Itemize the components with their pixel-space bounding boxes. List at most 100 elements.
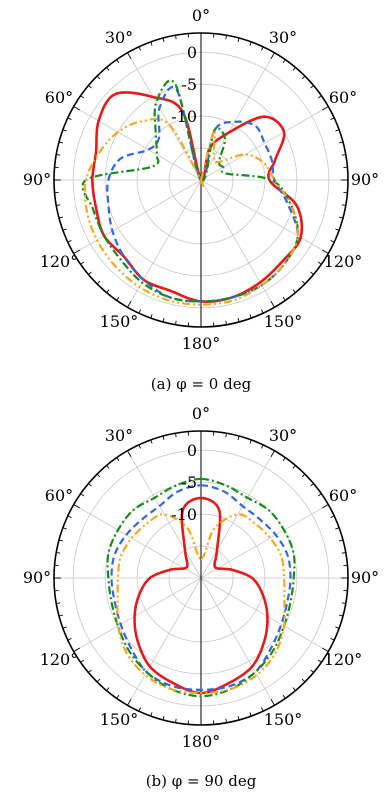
angle-tick-mark (237, 37, 240, 42)
angle-tick-mark (58, 539, 63, 542)
angle-tick-mark (138, 309, 141, 314)
angle-tick-mark (341, 154, 346, 156)
angle-tick-mark (150, 439, 153, 444)
angle-tick-mark (270, 52, 275, 59)
angle-tick-mark (106, 67, 110, 71)
angle-tick-mark (62, 527, 67, 530)
angle-tick-label: 0° (192, 404, 210, 423)
angle-tick-mark (310, 85, 314, 89)
angular-grid-line (73, 577, 202, 652)
angle-tick-mark (292, 465, 296, 469)
angle-tick-mark (67, 117, 72, 120)
angle-tick-label: 90° (23, 568, 51, 587)
angle-tick-mark (56, 154, 61, 156)
angle-tick-mark (162, 716, 165, 721)
angle-tick-mark (335, 626, 340, 629)
angle-tick-mark (310, 271, 314, 275)
angle-tick-mark (88, 85, 92, 89)
angle-tick-mark (62, 228, 67, 231)
angular-grid-line (200, 577, 275, 706)
angle-tick-mark (106, 465, 110, 469)
angle-tick-mark (341, 204, 346, 206)
angle-tick-mark (249, 41, 252, 46)
angle-tick-mark (116, 296, 120, 301)
angle-tick-mark (292, 67, 296, 71)
angle-tick-label: 60° (329, 88, 357, 107)
angle-tick-mark (150, 712, 153, 717)
angle-tick-mark (270, 301, 275, 308)
angle-tick-mark (225, 320, 227, 325)
angle-tick-mark (322, 249, 329, 254)
angle-tick-mark (62, 129, 67, 132)
angle-tick-mark (330, 515, 335, 518)
angle-tick-label: 150° (264, 312, 303, 331)
angle-tick-label: 30° (269, 28, 297, 47)
angle-tick-mark (270, 450, 275, 457)
angle-tick-mark (341, 602, 346, 604)
angle-tick-mark (301, 473, 306, 478)
angle-tick-mark (322, 504, 329, 509)
angle-tick-mark (301, 75, 306, 80)
angle-tick-mark (80, 261, 85, 265)
angle-tick-mark (322, 647, 329, 652)
angle-tick-label: 30° (105, 426, 133, 445)
series-line-4 (83, 117, 300, 306)
angular-grid-line (200, 179, 275, 308)
angle-tick-mark (162, 435, 165, 440)
angle-tick-label: 90° (23, 170, 51, 189)
angle-tick-mark (225, 433, 227, 438)
angle-tick-label: 30° (269, 426, 297, 445)
series-line-2 (110, 484, 292, 691)
angle-tick-mark (282, 296, 286, 301)
angular-grid-line (73, 179, 202, 254)
angle-tick-mark (116, 694, 120, 699)
angle-tick-mark (175, 320, 177, 325)
angle-tick-mark (162, 318, 165, 323)
angle-tick-mark (317, 493, 322, 497)
angle-tick-mark (261, 707, 264, 712)
series-line-2 (106, 85, 299, 303)
angle-tick-mark (106, 687, 110, 691)
angle-tick-mark (237, 716, 240, 721)
angle-tick-mark (175, 718, 177, 723)
angle-tick-mark (58, 614, 63, 617)
angle-tick-mark (127, 699, 132, 706)
angular-grid-line (127, 450, 202, 579)
angle-tick-label: 180° (182, 732, 221, 751)
chart-caption: (a) φ = 0 deg (151, 375, 252, 393)
angle-tick-mark (339, 216, 344, 219)
angle-tick-mark (335, 129, 340, 132)
angle-tick-mark (88, 271, 92, 275)
angle-tick-mark (292, 289, 296, 293)
angle-tick-mark (73, 106, 80, 111)
angle-tick-mark (80, 95, 85, 99)
angle-tick-mark (73, 647, 80, 652)
angle-tick-label: 90° (351, 170, 379, 189)
angle-tick-mark (175, 35, 177, 40)
angle-tick-mark (88, 483, 92, 487)
angle-tick-mark (73, 504, 80, 509)
angular-grid-line (200, 450, 275, 579)
angle-tick-mark (127, 450, 132, 457)
angle-tick-label: 180° (182, 334, 221, 353)
angle-tick-mark (270, 699, 275, 706)
angle-tick-mark (138, 46, 141, 51)
angle-tick-label: 30° (105, 28, 133, 47)
angle-tick-mark (88, 669, 92, 673)
angular-grid-line (73, 504, 202, 579)
angle-tick-mark (67, 515, 72, 518)
angle-tick-mark (249, 314, 252, 319)
series-line-3 (106, 477, 296, 698)
angle-tick-mark (317, 95, 322, 99)
angle-tick-mark (175, 433, 177, 438)
angle-tick-mark (317, 261, 322, 265)
angle-tick-mark (330, 117, 335, 120)
chart-caption: (b) φ = 90 deg (146, 772, 257, 790)
angle-tick-mark (56, 552, 61, 554)
angle-tick-mark (96, 75, 101, 80)
angle-tick-mark (335, 527, 340, 530)
angle-tick-mark (301, 678, 306, 683)
angle-tick-mark (282, 457, 286, 462)
angle-tick-label: 120° (324, 252, 363, 271)
